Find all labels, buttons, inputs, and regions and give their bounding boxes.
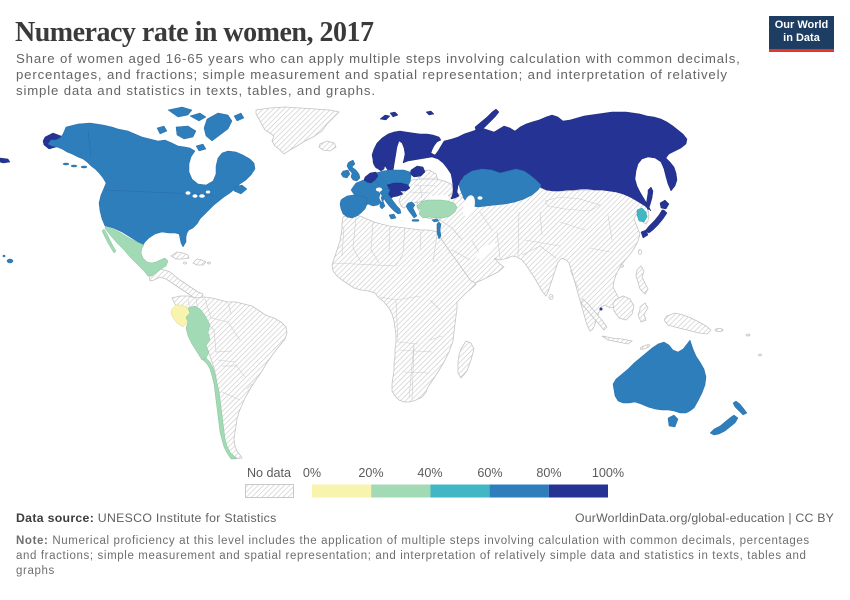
svg-text:100%: 100% xyxy=(592,466,624,480)
svg-text:40%: 40% xyxy=(417,466,442,480)
svg-text:No data: No data xyxy=(247,466,291,480)
svg-text:0%: 0% xyxy=(303,466,321,480)
svg-text:20%: 20% xyxy=(358,466,383,480)
svg-text:80%: 80% xyxy=(536,466,561,480)
svg-text:60%: 60% xyxy=(477,466,502,480)
